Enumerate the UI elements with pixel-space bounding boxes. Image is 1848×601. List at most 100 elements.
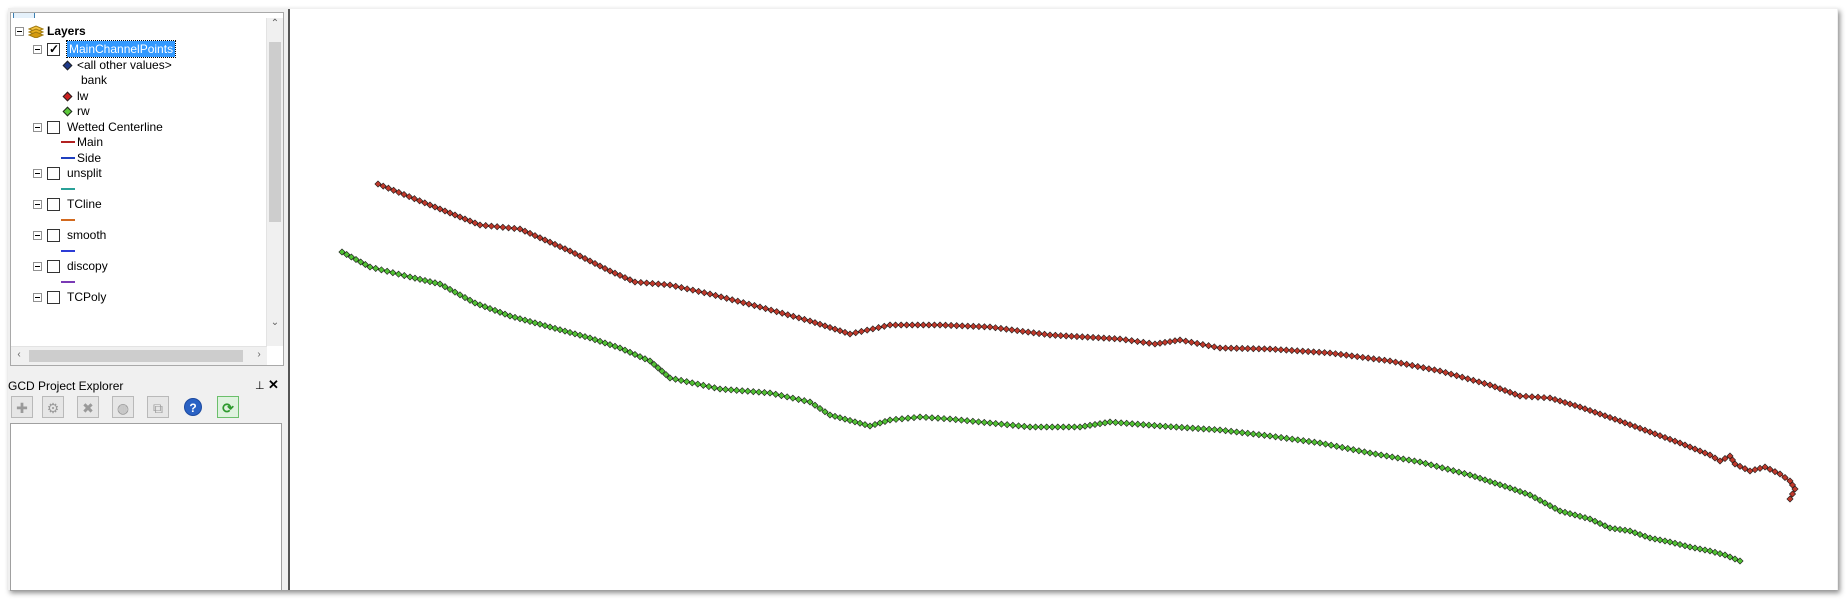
point-marker [1260, 345, 1268, 353]
map-display[interactable] [288, 9, 1837, 590]
point-marker [1571, 511, 1579, 519]
copy-button[interactable]: ⧉ [147, 396, 169, 418]
point-marker [1227, 427, 1235, 435]
point-marker [1511, 390, 1519, 398]
point-marker [1651, 535, 1659, 543]
point-marker [1458, 373, 1466, 381]
point-marker [1681, 441, 1689, 449]
collapse-toggle[interactable] [15, 27, 24, 36]
point-marker [476, 221, 484, 229]
map-canvas[interactable] [290, 9, 1837, 590]
point-marker [997, 420, 1005, 428]
help-button[interactable]: ? [184, 398, 202, 416]
layer-name[interactable]: Wetted Centerline [67, 119, 163, 134]
point-marker [410, 195, 418, 203]
layer-visibility-checkbox[interactable] [47, 167, 60, 180]
point-marker [571, 330, 579, 338]
point-marker [778, 309, 786, 317]
layer-name[interactable]: MainChannelPoints [65, 40, 177, 58]
collapse-toggle[interactable] [33, 231, 42, 240]
layer-visibility-checkbox[interactable] [47, 120, 60, 134]
toc-vertical-scroll-thumb[interactable] [269, 42, 281, 222]
point-marker [1271, 345, 1279, 353]
point-marker [1453, 372, 1461, 380]
point-marker [1781, 473, 1789, 482]
point-marker [1315, 348, 1323, 356]
add-to-map-button[interactable]: ◍ [112, 396, 134, 418]
layer-visibility-checkbox[interactable] [47, 291, 60, 304]
scroll-up-icon[interactable]: ⌃ [270, 18, 280, 29]
point-marker [1581, 514, 1589, 522]
point-marker [536, 234, 544, 242]
point-marker [526, 229, 534, 237]
point-marker [957, 416, 965, 424]
scroll-left-icon[interactable]: ‹ [17, 349, 21, 360]
point-marker [666, 374, 674, 382]
point-marker [1771, 468, 1779, 476]
point-marker [1260, 431, 1268, 439]
point-marker [571, 249, 579, 258]
layer-visibility-checkbox[interactable] [47, 229, 60, 242]
point-marker [980, 323, 988, 331]
toc-tab-list-by-drawing-order[interactable] [13, 13, 35, 18]
point-marker [1364, 354, 1372, 362]
point-marker [946, 415, 954, 423]
layer-visibility-checkbox[interactable] [47, 260, 60, 273]
gcd-project-tree[interactable] [10, 423, 282, 591]
toc-vertical-scrollbar[interactable]: ⌃ ⌄ [266, 18, 283, 346]
toc-horizontal-scroll-thumb[interactable] [29, 350, 243, 362]
pin-icon[interactable]: ⊥ [255, 380, 265, 392]
layer-name[interactable]: TCPoly [67, 290, 107, 304]
point-marker [491, 306, 499, 314]
refresh-button[interactable]: ⟳ [217, 396, 239, 418]
close-icon[interactable]: ✕ [268, 377, 279, 392]
scroll-right-icon[interactable]: › [257, 349, 261, 360]
point-marker [688, 379, 696, 387]
point-marker [601, 264, 609, 273]
properties-button[interactable]: ⚙ [42, 396, 64, 418]
point-marker [1002, 325, 1010, 333]
collapse-toggle[interactable] [33, 122, 42, 132]
collapse-toggle[interactable] [33, 293, 42, 302]
collapse-toggle[interactable] [33, 200, 42, 209]
point-marker [744, 387, 752, 395]
collapse-toggle[interactable] [33, 262, 42, 271]
scroll-down-icon[interactable]: ⌄ [270, 317, 280, 328]
point-marker [1293, 347, 1301, 355]
help-icon: ? [189, 401, 197, 415]
collapse-toggle[interactable] [33, 45, 42, 54]
point-marker [1089, 333, 1097, 341]
point-marker [1405, 456, 1413, 464]
layers-icon [28, 25, 44, 38]
layer-name[interactable]: unsplit [67, 166, 102, 180]
add-button[interactable]: ✚ [11, 396, 33, 418]
point-marker [1721, 551, 1729, 559]
layer-visibility-checkbox[interactable] [47, 41, 60, 57]
point-marker [992, 420, 1000, 428]
add-icon: ✚ [16, 400, 28, 416]
point-marker [1596, 410, 1604, 418]
point-marker [1506, 484, 1514, 492]
legend-class-label: Main [77, 135, 104, 149]
point-symbol-icon [62, 91, 73, 101]
toc-horizontal-scrollbar[interactable]: ‹ › [11, 346, 267, 365]
point-marker [1491, 383, 1499, 391]
point-marker [1636, 530, 1644, 539]
line-symbol-icon [61, 249, 75, 252]
layer-name[interactable]: TCline [67, 197, 102, 211]
point-marker [1370, 355, 1378, 363]
layer-name[interactable]: discopy [67, 259, 108, 273]
layer-name[interactable]: smooth [67, 228, 107, 242]
point-marker [1288, 435, 1296, 443]
point-marker [456, 213, 464, 221]
delete-button[interactable]: ✖ [77, 396, 99, 418]
point-marker [908, 321, 916, 329]
layer-visibility-checkbox[interactable] [47, 198, 60, 211]
point-marker [1601, 412, 1609, 420]
collapse-toggle[interactable] [33, 169, 42, 178]
point-marker [760, 389, 768, 397]
point-marker [1392, 358, 1400, 366]
point-marker [395, 270, 403, 278]
point-marker [1238, 429, 1246, 437]
point-marker [1216, 344, 1224, 352]
